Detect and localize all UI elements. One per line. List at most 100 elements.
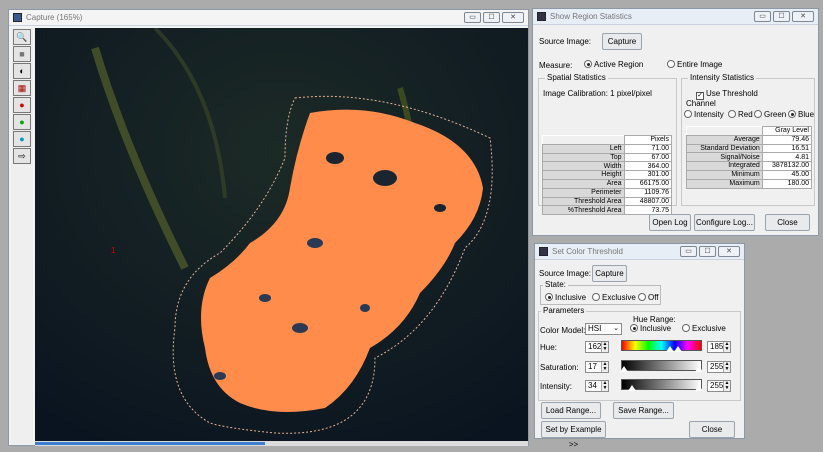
spinner-arrows-icon[interactable]: ▲ ▼ — [723, 380, 730, 391]
intensity-high-spinner[interactable]: 255 ▲ ▼ — [707, 380, 731, 392]
saturation-high-spinner[interactable]: 255 ▲ ▼ — [707, 361, 731, 373]
zoom-icon[interactable]: 🔍 — [13, 29, 31, 45]
color-model-select[interactable]: HSI ⌄ — [585, 323, 622, 335]
maximize-icon[interactable]: ☐ — [699, 246, 716, 257]
app-icon — [537, 12, 546, 21]
app-icon — [13, 13, 22, 22]
color-model-label: Color Model: — [540, 326, 586, 335]
spatial-stat-row-label: Area — [542, 178, 625, 189]
spatial-stat-row-value: 71.00 — [623, 143, 672, 154]
sat-high-handle-icon[interactable] — [695, 366, 703, 372]
intensity-slider[interactable] — [621, 379, 703, 391]
green-channel-icon[interactable]: ● — [13, 114, 31, 130]
load-range-button[interactable]: Load Range... — [541, 402, 601, 419]
intensity-stat-row: Maximum 180.00 — [686, 178, 813, 189]
channel-green-radio[interactable]: Green — [754, 110, 786, 119]
configure-log-button[interactable]: Configure Log... — [694, 214, 755, 231]
spatial-stat-row-label: Threshold Area — [542, 196, 625, 207]
threshold-title: Set Color Threshold — [552, 247, 623, 256]
hue-inclusive-radio[interactable]: Inclusive — [630, 324, 671, 333]
region-stats-titlebar[interactable]: Show Region Statistics ▭ ☐ ✕ — [533, 9, 818, 25]
spatial-stat-row: %Threshold Area 73.75 — [542, 205, 672, 216]
channel-red-radio[interactable]: Red — [728, 110, 753, 119]
spinner-arrows-icon[interactable]: ▲ ▼ — [601, 361, 608, 372]
spatial-stat-row: Left 71.00 — [542, 143, 672, 154]
close-icon[interactable]: ✕ — [792, 11, 814, 22]
calibration-text: Image Calibration: 1 pixel/pixel — [543, 89, 652, 98]
maximize-icon[interactable]: ☐ — [773, 11, 790, 22]
region-marker: 1 — [111, 246, 116, 255]
contrast-icon[interactable]: ◐ — [13, 63, 31, 79]
intensity-low-spinner[interactable]: 34 ▲ ▼ — [585, 380, 609, 392]
spinner-arrows-icon[interactable]: ▲ ▼ — [601, 380, 608, 391]
close-icon[interactable]: ✕ — [502, 12, 524, 23]
arrow-right-icon[interactable]: ⇨ — [13, 148, 31, 164]
spatial-stat-row: Area 66175.00 — [542, 178, 672, 189]
state-group: State: Inclusive Exclusive Off — [540, 280, 661, 305]
save-range-button[interactable]: Save Range... — [613, 402, 674, 419]
source-capture-button[interactable]: Capture — [602, 33, 642, 50]
spatial-stat-row: Threshold Area 48807.00 — [542, 196, 672, 207]
intensity-label: Intensity: — [540, 382, 573, 391]
use-threshold-checkbox[interactable]: ✓ Use Threshold — [696, 89, 758, 100]
select-region-icon[interactable]: ■ — [13, 46, 31, 62]
blue-channel-icon[interactable]: ● — [13, 131, 31, 147]
red-channel-icon[interactable]: ● — [13, 97, 31, 113]
spatial-header: Pixels — [623, 135, 672, 145]
region-close-button[interactable]: Close — [765, 214, 810, 231]
measure-entire-radio[interactable]: Entire Image — [667, 60, 722, 69]
hue-range-label: Hue Range: — [633, 315, 676, 324]
horizontal-scrollbar[interactable] — [35, 441, 528, 446]
hue-exclusive-radio[interactable]: Exclusive — [682, 324, 726, 333]
threshold-titlebar[interactable]: Set Color Threshold ▭ ☐ ✕ — [535, 244, 744, 260]
spatial-stats-table: Pixels Left 71.00 Top 67.00 Width 364.00 Heigh… — [542, 135, 672, 216]
saturation-low-spinner[interactable]: 17 ▲ ▼ — [585, 361, 609, 373]
intensity-stat-row-label: Standard Deviation — [686, 143, 763, 154]
hue-low-handle-icon[interactable] — [666, 346, 674, 352]
spatial-stat-row-label: Left — [542, 143, 625, 154]
intensity-stat-row-label: Maximum — [686, 178, 763, 189]
spatial-stat-row-value: 67.00 — [623, 152, 672, 163]
measure-active-radio[interactable]: Active Region — [584, 60, 643, 69]
spinner-arrows-icon[interactable]: ▲ ▼ — [723, 361, 730, 372]
threshold-source-button[interactable]: Capture — [592, 265, 627, 282]
minimize-icon[interactable]: ▭ — [680, 246, 697, 257]
int-high-handle-icon[interactable] — [695, 385, 703, 391]
intensity-stat-row: Standard Deviation 16.51 — [686, 143, 813, 154]
region-stats-title: Show Region Statistics — [550, 12, 632, 21]
spatial-stat-row: Perimeter 1109.76 — [542, 187, 672, 198]
spatial-stat-row-value: 364.00 — [623, 161, 672, 172]
capture-image[interactable]: 1 — [35, 28, 528, 444]
hue-high-handle-icon[interactable] — [674, 346, 682, 352]
intensity-stat-row-label: Signal/Noise — [686, 152, 763, 163]
capture-titlebar[interactable]: Capture (165%) ▭ ☐ ✕ — [9, 10, 528, 26]
spinner-arrows-icon[interactable]: ▲ ▼ — [723, 341, 730, 352]
spatial-stat-row-value: 66175.00 — [623, 178, 672, 189]
hue-low-spinner[interactable]: 162 ▲ ▼ — [585, 341, 609, 353]
maximize-icon[interactable]: ☐ — [483, 12, 500, 23]
saturation-slider[interactable] — [620, 360, 703, 372]
sat-low-handle-icon[interactable] — [620, 366, 628, 372]
hue-high-spinner[interactable]: 185 ▲ ▼ — [707, 341, 731, 353]
minimize-icon[interactable]: ▭ — [754, 11, 771, 22]
histogram-icon[interactable]: ▦ — [13, 80, 31, 96]
open-log-button[interactable]: Open Log — [649, 214, 691, 231]
state-off-radio[interactable]: Off — [638, 293, 659, 302]
channel-intensity-radio[interactable]: Intensity — [684, 110, 724, 119]
app-icon — [539, 247, 548, 256]
spatial-stat-row-label: Top — [542, 152, 625, 163]
state-exclusive-radio[interactable]: Exclusive — [592, 293, 636, 302]
threshold-close-button[interactable]: Close — [689, 421, 735, 438]
int-low-handle-icon[interactable] — [628, 385, 636, 391]
hue-range-slider[interactable] — [621, 340, 702, 352]
state-inclusive-radio[interactable]: Inclusive — [545, 293, 586, 302]
capture-window: Capture (165%) ▭ ☐ ✕ 🔍 ■ ◐ ▦ ● ● ● ⇨ — [8, 9, 529, 446]
close-icon[interactable]: ✕ — [718, 246, 740, 257]
set-by-example-button[interactable]: Set by Example >> — [541, 421, 606, 449]
minimize-icon[interactable]: ▭ — [464, 12, 481, 23]
channel-blue-radio[interactable]: Blue — [788, 110, 814, 119]
spatial-stat-row-label: Width — [542, 161, 625, 172]
spinner-arrows-icon[interactable]: ▲ ▼ — [601, 341, 608, 352]
intensity-stat-row-label: Minimum — [686, 169, 763, 180]
intensity-stats-table: Gray Level Average 79.46 Standard Deviatio… — [686, 126, 813, 189]
